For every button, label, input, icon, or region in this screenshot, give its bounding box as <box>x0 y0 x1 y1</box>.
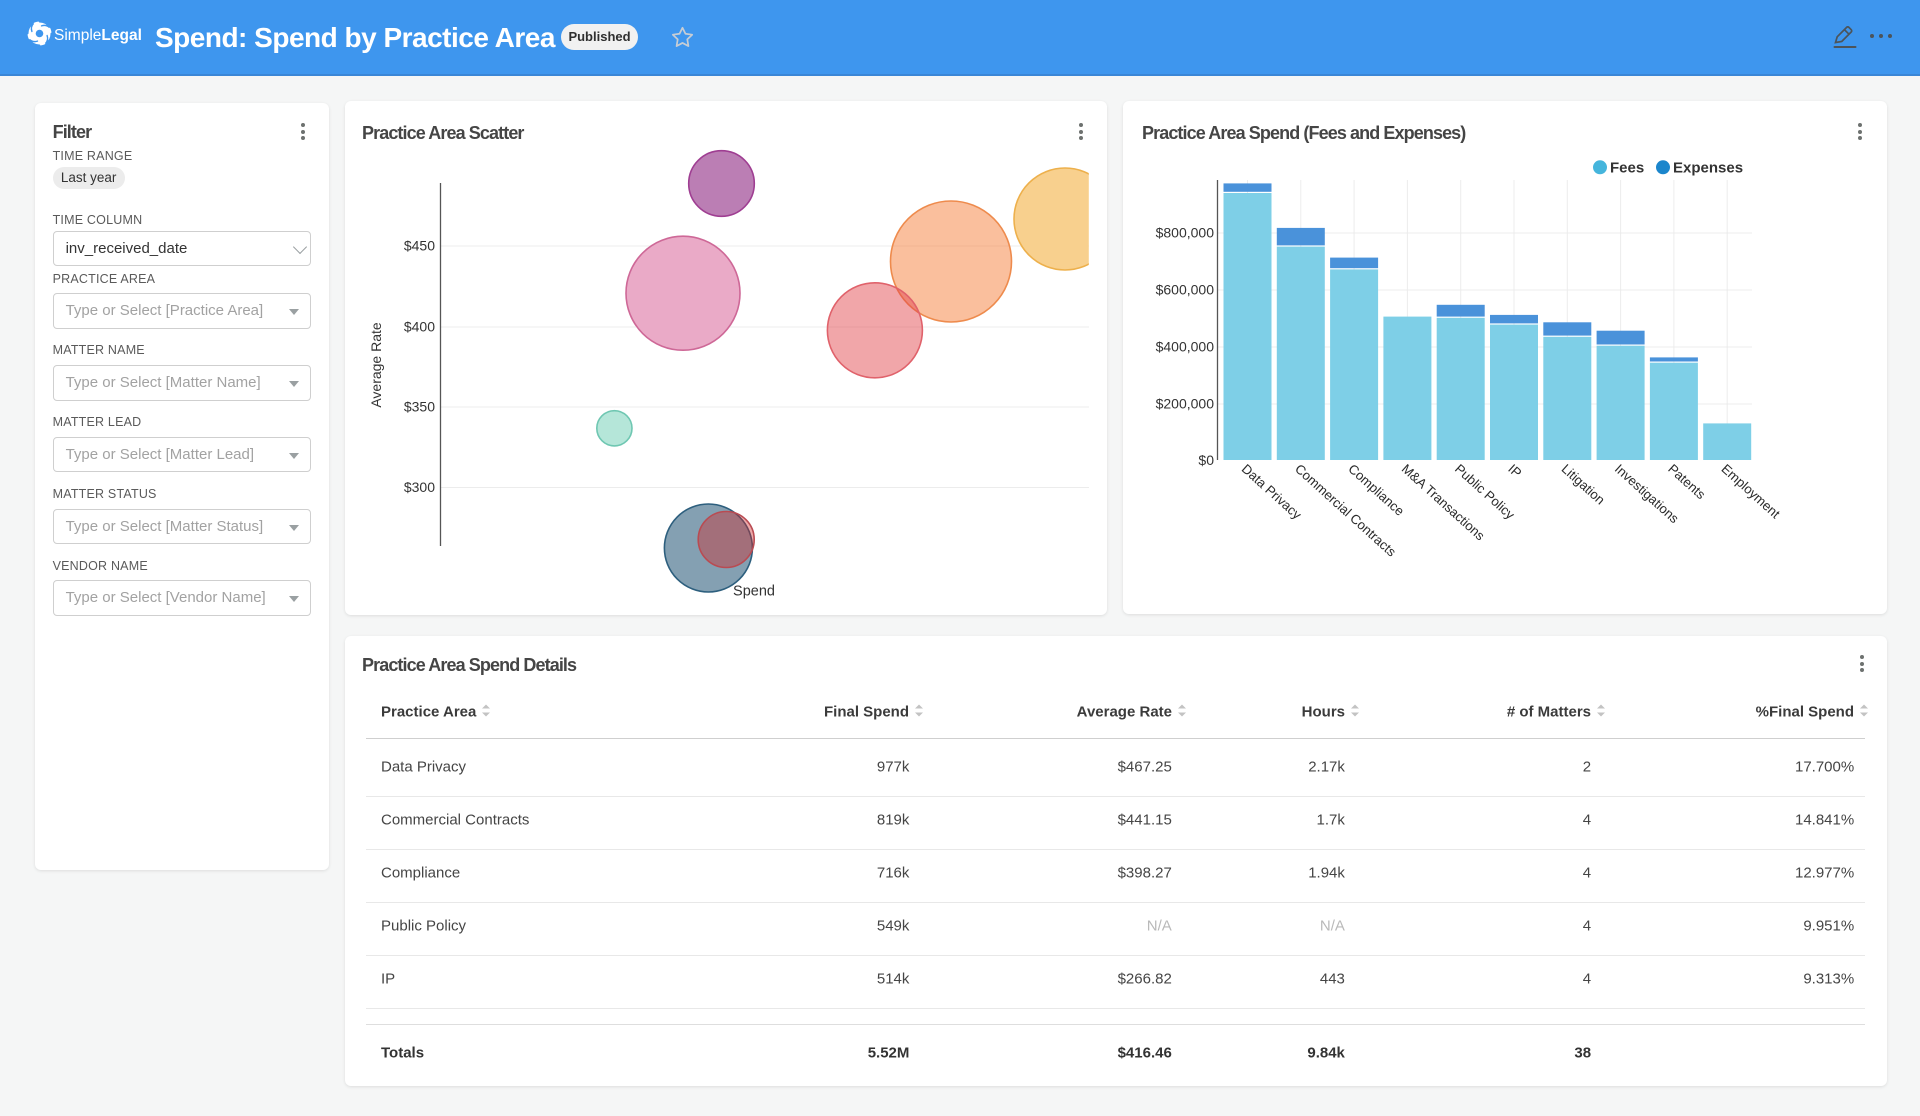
svg-text:$0: $0 <box>1199 452 1215 468</box>
svg-text:$200,000: $200,000 <box>1156 396 1215 412</box>
svg-text:$600,000: $600,000 <box>1156 282 1215 298</box>
svg-text:$350: $350 <box>404 399 435 415</box>
svg-text:$450: $450 <box>404 238 435 254</box>
svg-text:$300: $300 <box>404 479 435 495</box>
svg-text:Litigation: Litigation <box>1559 461 1608 507</box>
svg-text:$800,000: $800,000 <box>1156 225 1215 241</box>
svg-text:Commercial Contracts: Commercial Contracts <box>1292 461 1399 560</box>
svg-text:$400,000: $400,000 <box>1156 339 1215 355</box>
svg-text:Expenses: Expenses <box>1673 160 1743 177</box>
svg-text:Average Rate: Average Rate <box>368 322 384 408</box>
svg-text:$400: $400 <box>404 319 435 335</box>
svg-text:IP: IP <box>1506 461 1525 481</box>
svg-text:Patents: Patents <box>1665 461 1709 502</box>
svg-text:Fees: Fees <box>1610 160 1644 177</box>
svg-text:Spend: Spend <box>733 584 775 600</box>
svg-text:Employment: Employment <box>1719 461 1784 521</box>
